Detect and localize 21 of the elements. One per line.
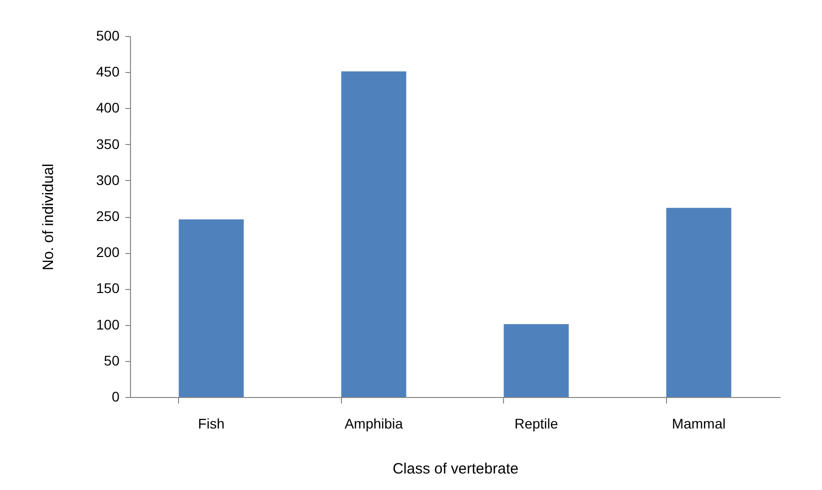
x-tick-label: Reptile xyxy=(514,416,558,432)
y-tick-label: 200 xyxy=(96,244,120,260)
x-axis-title: Class of vertebrate xyxy=(392,460,518,478)
y-axis-title: No. of individual xyxy=(40,164,58,270)
bar xyxy=(666,208,732,397)
y-tick-label: 0 xyxy=(112,388,120,404)
x-tick-label: Mammal xyxy=(672,416,726,432)
y-tick-label: 50 xyxy=(104,352,120,368)
y-tick-label: 350 xyxy=(96,136,120,152)
x-tick-label: Amphibia xyxy=(344,416,404,432)
x-tick-label: Fish xyxy=(198,416,224,432)
y-tick-label: 100 xyxy=(96,316,120,332)
y-tick-label: 450 xyxy=(96,64,120,80)
y-tick-label: 400 xyxy=(96,100,120,116)
y-tick-label: 300 xyxy=(96,172,120,188)
bar xyxy=(178,219,244,397)
y-tick-label: 150 xyxy=(96,280,120,296)
y-tick-label: 500 xyxy=(96,28,120,44)
bar xyxy=(341,71,406,397)
y-tick-label: 250 xyxy=(96,208,120,224)
bar xyxy=(504,324,569,397)
